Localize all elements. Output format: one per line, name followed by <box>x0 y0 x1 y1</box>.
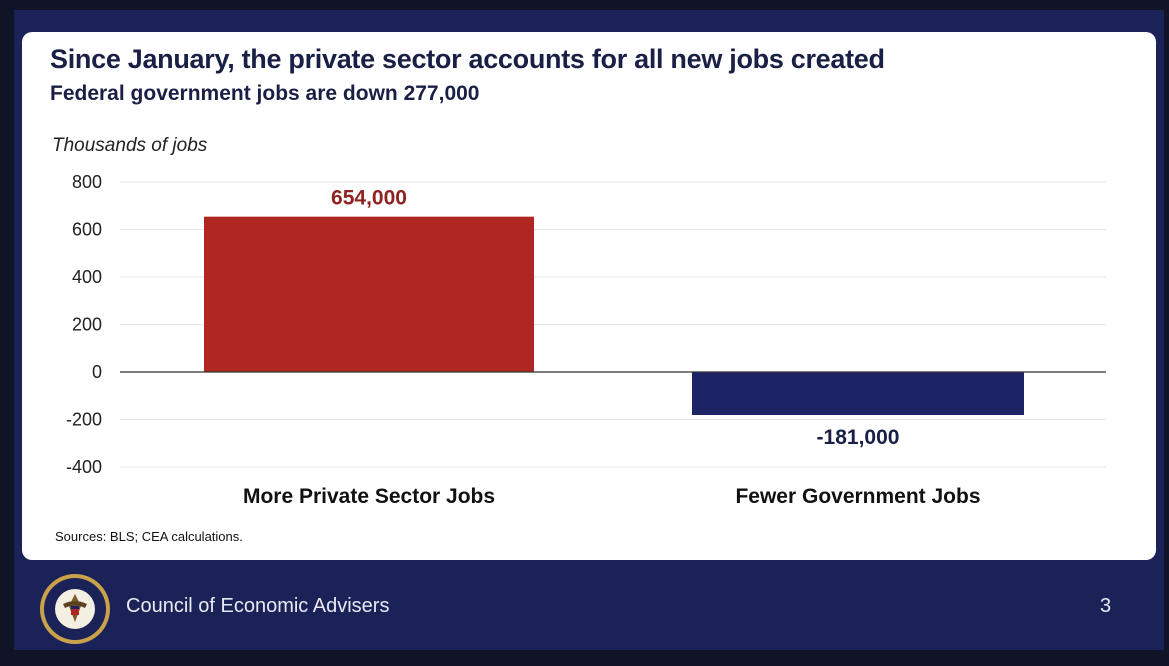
y-tick-label: -400 <box>66 457 102 477</box>
y-tick-label: 0 <box>92 362 102 382</box>
bar <box>204 216 534 372</box>
y-tick-label: -200 <box>66 410 102 430</box>
y-tick-label: 400 <box>72 267 102 287</box>
y-tick-label: 600 <box>72 220 102 240</box>
y-tick-label: 800 <box>72 172 102 192</box>
category-label: Fewer Government Jobs <box>735 485 980 508</box>
y-tick-label: 200 <box>72 315 102 335</box>
data-label: -181,000 <box>817 426 900 449</box>
seal-icon <box>38 572 112 646</box>
chart-title: Since January, the private sector accoun… <box>50 44 885 74</box>
footer-organization: Council of Economic Advisers <box>126 595 390 617</box>
chart-subtitle: Federal government jobs are down 277,000 <box>50 82 480 105</box>
category-label: More Private Sector Jobs <box>243 485 495 508</box>
page-number: 3 <box>1100 595 1112 617</box>
source-note: Sources: BLS; CEA calculations. <box>55 529 243 544</box>
data-label: 654,000 <box>331 187 407 210</box>
bar <box>692 372 1024 415</box>
y-axis-label: Thousands of jobs <box>52 135 208 156</box>
